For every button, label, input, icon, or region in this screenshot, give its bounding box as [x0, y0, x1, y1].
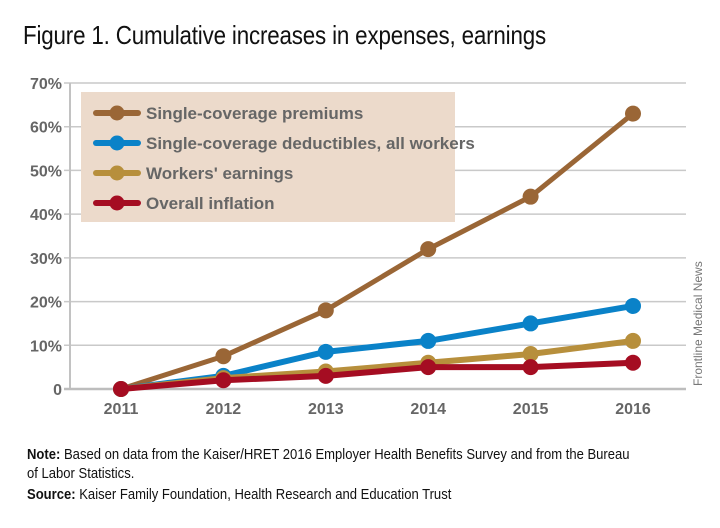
data-point [317, 367, 334, 384]
chart-title: Figure 1. Cumulative increases in expens… [23, 20, 547, 50]
x-tick-label: 2014 [410, 401, 446, 418]
x-tick-label: 2015 [513, 401, 549, 418]
y-tick-label: 40% [30, 207, 62, 224]
data-point [522, 315, 539, 332]
legend-label: Single-coverage deductibles, all workers [146, 134, 475, 153]
data-point [625, 105, 641, 122]
y-tick-label: 0 [53, 382, 62, 399]
y-tick-label: 50% [30, 163, 62, 180]
data-point [625, 354, 641, 371]
legend-swatch-marker [109, 135, 125, 151]
y-axis-ticks: 0 10% 20% 30% 40% 50% 60% 70% [30, 76, 62, 399]
legend-swatch-marker [109, 195, 125, 211]
series-line [118, 111, 636, 392]
data-point [420, 332, 437, 349]
data-point [625, 297, 641, 314]
x-tick-label: 2016 [615, 401, 651, 418]
axes [64, 83, 686, 391]
data-point [522, 188, 539, 205]
credit-text: Frontline Medical News [691, 261, 705, 386]
source: Source: Kaiser Family Foundation, Health… [27, 487, 451, 503]
legend-label: Single-coverage premiums [146, 104, 363, 123]
legend-label: Workers' earnings [146, 164, 293, 183]
data-point [317, 343, 334, 360]
data-point [113, 381, 129, 397]
y-tick-label: 10% [30, 338, 62, 355]
x-axis-ticks: 2011 2012 2013 2014 2015 2016 [104, 401, 651, 418]
x-tick-label: 2011 [104, 401, 139, 418]
data-point [522, 359, 539, 376]
x-tick-label: 2012 [206, 401, 242, 418]
note: Note: Based on data from the Kaiser/HRET… [27, 446, 639, 484]
y-tick-label: 70% [30, 76, 62, 93]
x-tick-label: 2013 [308, 401, 344, 418]
legend-label: Overall inflation [146, 194, 274, 213]
legend-swatch-marker [109, 165, 125, 181]
data-point [215, 372, 232, 389]
legend: Single-coverage premiums Single-coverage … [81, 92, 475, 222]
series-line [118, 302, 636, 392]
data-point [522, 346, 539, 363]
data-point [420, 241, 437, 258]
source-label: Source: [27, 487, 76, 503]
series-group [113, 105, 641, 397]
legend-swatch-marker [109, 105, 125, 121]
note-text: Based on data from the Kaiser/HRET 2016 … [27, 447, 630, 482]
data-point [420, 359, 437, 376]
y-tick-label: 30% [30, 251, 62, 268]
source-text: Kaiser Family Foundation, Health Researc… [75, 487, 452, 503]
series-line [118, 359, 636, 392]
legend-box [81, 92, 455, 222]
data-point [215, 348, 232, 365]
y-tick-label: 20% [30, 295, 62, 312]
data-point [317, 302, 334, 319]
data-point [625, 332, 641, 349]
note-label: Note: [27, 447, 61, 463]
y-tick-label: 60% [30, 120, 62, 137]
